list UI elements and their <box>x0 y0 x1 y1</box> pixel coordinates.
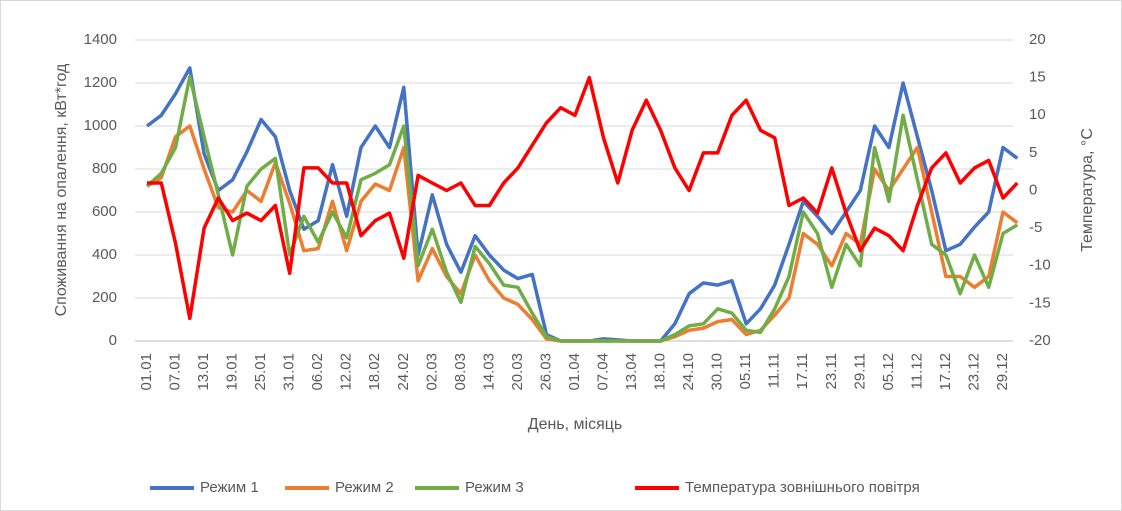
x-tick-label: 13.01 <box>195 353 212 391</box>
y-tick-label: 0 <box>109 332 117 349</box>
x-tick-label: 02.03 <box>423 353 440 391</box>
x-tick-label: 06.02 <box>309 353 326 391</box>
x-tick-label: 29.11 <box>851 353 868 389</box>
x-tick-label: 19.01 <box>224 353 241 391</box>
y2-tick-label: -5 <box>1029 219 1042 236</box>
x-tick-label: 20.03 <box>509 353 526 391</box>
x-tick-label: 07.01 <box>167 353 184 391</box>
x-axis-title: День, місяць <box>528 416 623 433</box>
x-tick-label: 18.10 <box>652 353 669 391</box>
legend-label: Режим 2 <box>335 479 394 496</box>
x-tick-label: 05.12 <box>880 353 897 391</box>
y-tick-label: 1400 <box>84 31 117 48</box>
x-tick-label: 01.01 <box>138 353 155 391</box>
x-tick-label: 13.04 <box>623 353 640 391</box>
series-line <box>147 75 1019 321</box>
x-tick-label: 17.12 <box>937 353 954 391</box>
y2-tick-label: 15 <box>1029 69 1046 86</box>
x-tick-label: 31.01 <box>281 353 298 391</box>
legend-label: Режим 3 <box>465 479 524 496</box>
x-tick-label: 29.12 <box>994 353 1011 391</box>
x-tick-label: 17.11 <box>794 353 811 389</box>
y-tick-label: 600 <box>92 203 117 220</box>
y2-tick-label: 0 <box>1029 181 1037 198</box>
x-tick-label: 12.02 <box>338 353 355 391</box>
y-tick-label: 400 <box>92 246 117 263</box>
y-tick-label: 800 <box>92 160 117 177</box>
x-tick-label: 14.03 <box>480 353 497 391</box>
y2-tick-label: 5 <box>1029 144 1037 161</box>
y2-axis-title: Температура, °С <box>1079 128 1096 252</box>
x-tick-label: 24.10 <box>680 353 697 391</box>
x-tick-label: 25.01 <box>252 353 269 391</box>
y2-tick-label: 10 <box>1029 106 1046 123</box>
x-tick-label: 11.11 <box>766 353 783 388</box>
x-tick-label: 30.10 <box>709 353 726 391</box>
x-tick-label: 23.12 <box>965 353 982 391</box>
x-tick-label: 08.03 <box>452 353 469 391</box>
x-tick-label: 05.11 <box>737 353 754 389</box>
y-tick-label: 1200 <box>84 74 117 91</box>
legend-label: Температура зовнішнього повітря <box>685 479 920 496</box>
x-tick-label: 23.11 <box>823 353 840 389</box>
y2-tick-label: -10 <box>1029 257 1051 274</box>
x-tick-label: 07.04 <box>595 353 612 391</box>
x-tick-label: 26.03 <box>537 353 554 391</box>
y2-tick-label: -15 <box>1029 294 1051 311</box>
x-tick-label: 24.02 <box>395 353 412 391</box>
y-axis-title: Споживання на опалення, кВт*год <box>53 63 70 316</box>
y-tick-label: 200 <box>92 289 117 306</box>
x-tick-label: 11.12 <box>908 353 925 389</box>
legend-label: Режим 1 <box>200 479 259 496</box>
y2-tick-label: 20 <box>1029 31 1046 48</box>
x-tick-label: 01.04 <box>566 353 583 391</box>
x-tick-label: 18.02 <box>366 353 383 391</box>
y-tick-label: 1000 <box>84 117 117 134</box>
y2-tick-label: -20 <box>1029 332 1051 349</box>
